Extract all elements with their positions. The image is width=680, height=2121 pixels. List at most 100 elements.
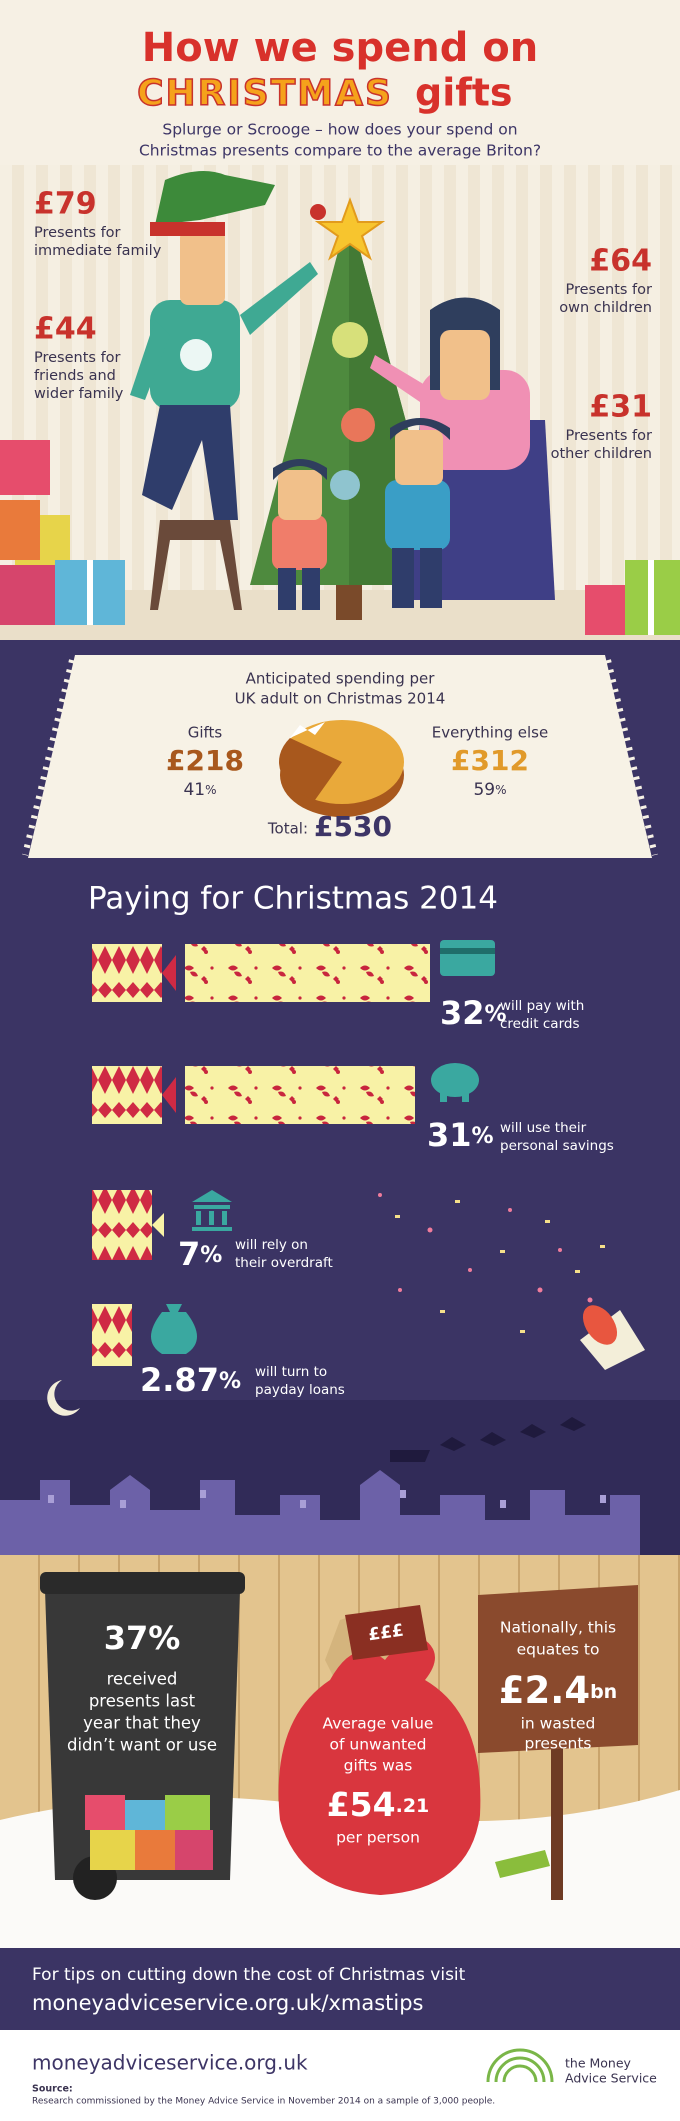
presents-amount: £44 [34, 312, 97, 347]
footer-site: moneyadviceservice.org.uk [32, 2051, 308, 2075]
paying-section-g-circle [398, 1288, 402, 1292]
waste-sack-decimals: .21 [396, 1795, 430, 1817]
paying-section-g-circle [558, 1248, 562, 1252]
scene-path [150, 520, 242, 610]
presents-label: Presents for [565, 428, 652, 444]
scene-rect [87, 560, 93, 625]
paying-section-g [395, 1200, 605, 1333]
scene-circle [310, 204, 326, 220]
paying-section-ellipse [582, 1305, 618, 1345]
footer-url: moneyadviceservice.org.uk/xmastips [32, 1991, 423, 2015]
waste-sack-text: of unwanted [330, 1736, 427, 1754]
paying-methods-label: will pay with [500, 998, 584, 1014]
spending-card-path [22, 659, 658, 856]
waste-path [478, 1585, 638, 1753]
paying-methods-label: personal savings [500, 1138, 614, 1154]
paying-section-text: 32% [440, 994, 507, 1032]
waste-bin-text: received [107, 1670, 178, 1689]
paying-section-text: 31% [427, 1116, 494, 1154]
footer-logo: Advice Service [565, 2071, 657, 2086]
presents-label: Presents for [34, 350, 121, 366]
paying-methods-unit: % [485, 1002, 507, 1027]
paying-section-path [192, 1190, 232, 1231]
presents-label: Presents for [34, 225, 121, 241]
footer-tips: For tips on cutting down the cost of Chr… [32, 1965, 466, 1985]
night-town-g-rect [120, 1500, 126, 1508]
scene-circle [330, 470, 360, 500]
scene-rect [302, 568, 320, 610]
paying-section-g-circle [378, 1193, 382, 1197]
paying-methods-value: 7 [178, 1235, 200, 1273]
presents-label: Presents for [565, 282, 652, 298]
waste-bin-value: 37% [104, 1619, 181, 1657]
scene-rect [278, 568, 296, 610]
spending-other-label: Everything else [432, 724, 548, 742]
header-subtitle: Splurge or Scrooge – how does your spend… [162, 121, 517, 139]
paying-methods-label: will turn to [255, 1364, 327, 1380]
paying-methods-label: will use their [500, 1120, 587, 1136]
scene-rect [272, 515, 327, 570]
paying-section-rect [440, 1092, 447, 1102]
waste-path [278, 1640, 481, 1895]
paying-methods-value: 2.87 [140, 1361, 219, 1399]
paying-title: Paying for Christmas 2014 [88, 881, 498, 917]
paying-methods-label: will rely on [235, 1237, 308, 1253]
footer-source: Research commissioned by the Money Advic… [32, 2097, 495, 2107]
waste-sack-text: gifts was [344, 1757, 413, 1775]
paying-section: Paying for Christmas 2014 32% will pay w… [88, 881, 645, 1399]
paying-section-ellipse [431, 1063, 479, 1097]
waste-path [495, 1850, 550, 1878]
paying-section-rect [440, 948, 495, 954]
paying-section-g-rect [440, 1310, 445, 1313]
waste-sign-after: presents [525, 1735, 592, 1753]
scene-path [370, 355, 425, 402]
night-town-g-rect [48, 1495, 54, 1503]
scene-rect [278, 470, 322, 520]
spending-gifts-amount: £218 [166, 744, 244, 777]
scene-path [155, 171, 275, 225]
scene-path [273, 459, 327, 480]
waste-g-rect [90, 1830, 135, 1870]
presents-label: immediate family [34, 243, 162, 259]
paying-section-g-circle [508, 1208, 512, 1212]
spending-other-amount: £312 [451, 744, 529, 777]
paying-section-rect [185, 944, 430, 1002]
scene-path [240, 262, 318, 335]
scene [0, 0, 680, 640]
spending-card: Anticipated spending per UK adult on Chr… [22, 655, 658, 858]
paying-section-g-circle [537, 1287, 543, 1293]
paying-section-g-rect [395, 1215, 400, 1218]
spending-gifts-percent: 41 [183, 780, 205, 800]
spending-total-amount: £530 [314, 810, 392, 843]
presents-label: wider family [34, 386, 124, 402]
paying-section-g-rect [600, 1245, 605, 1248]
present-amounts: £79 Presents for immediate family £44 Pr… [34, 187, 652, 463]
paying-section-g-rect [520, 1330, 525, 1333]
paying-methods-value: 31 [427, 1116, 472, 1154]
waste-text: £2.4bn [499, 1669, 617, 1712]
paying-section-rect [92, 1304, 132, 1366]
paying-section-text: 7% [178, 1235, 222, 1273]
waste-bin-text: didn’t want or use [67, 1736, 217, 1755]
spending-heading: UK adult on Christmas 2014 [235, 690, 446, 708]
scene-rect [420, 548, 442, 608]
paying-section-g-circle [427, 1227, 433, 1233]
paying-section-g-circle [468, 1268, 472, 1272]
night-town-path [47, 1380, 80, 1416]
waste-tag: £££ [367, 1621, 405, 1646]
spending-other-unit: % [495, 783, 506, 797]
night-town-path [390, 1417, 586, 1462]
night-town-g [48, 1490, 606, 1508]
presents-label: other children [551, 446, 652, 462]
waste-sign-after: in wasted [521, 1715, 596, 1733]
paying-section-text: 2.87% [140, 1361, 241, 1399]
presents-label: friends and [34, 368, 116, 384]
footer-path [486, 2048, 554, 2083]
scene-rect [0, 440, 50, 495]
presents-label: own children [559, 300, 652, 316]
scene-rect [0, 565, 55, 625]
spending-other-percent: 59 [473, 780, 495, 800]
spending-total-label: Total: [267, 820, 308, 838]
paying-section-rect [440, 940, 495, 976]
